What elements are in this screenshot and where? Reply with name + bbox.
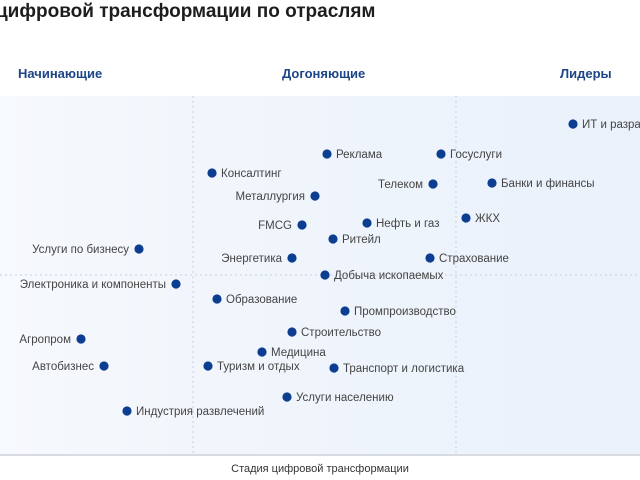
data-point: Услуги по бизнесу — [32, 244, 144, 256]
stage-header-catching-up: Догоняющие — [282, 66, 366, 81]
data-point-marker — [212, 294, 222, 304]
data-point-marker — [568, 119, 578, 129]
data-point-marker — [257, 347, 267, 357]
data-point-label: Металлургия — [235, 191, 305, 203]
data-point: FMCG — [258, 220, 307, 232]
data-point: Услуги населению — [282, 392, 394, 404]
data-point-label: Реклама — [336, 149, 383, 161]
data-point-marker — [329, 363, 339, 373]
data-point: Нефть и газ — [362, 218, 439, 230]
chart-title: цифровой трансформации по отраслям — [0, 1, 376, 22]
data-point-marker — [340, 306, 350, 316]
data-point: Туризм и отдых — [203, 361, 300, 373]
data-point-label: Консалтинг — [221, 168, 282, 180]
data-point: Промпроизводство — [340, 306, 456, 318]
data-point: Банки и финансы — [487, 178, 595, 190]
data-point-label: Агропром — [19, 334, 71, 346]
stage-header-leaders: Лидеры — [560, 66, 612, 81]
data-point-label: Индустрия развлечений — [136, 406, 264, 418]
data-point-marker — [297, 220, 307, 230]
data-point-marker — [328, 234, 338, 244]
data-point-label: Ритейл — [342, 234, 381, 246]
data-point: Образование — [212, 294, 297, 306]
data-point-label: Электроника и компоненты — [20, 279, 166, 291]
data-point-marker — [322, 149, 332, 159]
data-point-marker — [171, 279, 181, 289]
data-point-label: Услуги по бизнесу — [32, 244, 129, 256]
data-point: Металлургия — [235, 191, 320, 203]
data-point-label: ИТ и разработка — [582, 119, 640, 131]
data-point-marker — [76, 334, 86, 344]
data-point-label: Энергетика — [221, 253, 282, 265]
data-point: ЖКХ — [461, 213, 500, 225]
data-point-label: Услуги населению — [296, 392, 394, 404]
data-point-label: Добыча ископаемых — [334, 270, 444, 282]
data-point-marker — [425, 253, 435, 263]
data-point-marker — [436, 149, 446, 159]
data-point-marker — [310, 191, 320, 201]
data-point: Телеком — [378, 179, 438, 191]
data-point-label: Образование — [226, 294, 297, 306]
data-point: Госуслуги — [436, 149, 502, 161]
data-point-label: Банки и финансы — [501, 178, 595, 190]
data-point-label: ЖКХ — [475, 213, 500, 225]
data-point-marker — [487, 178, 497, 188]
data-point: ИТ и разработка — [568, 119, 640, 131]
data-point-label: Строительство — [301, 327, 381, 339]
data-point-marker — [122, 406, 132, 416]
data-point-marker — [287, 253, 297, 263]
data-point-marker — [99, 361, 109, 371]
data-point: Индустрия развлечений — [122, 406, 264, 418]
data-point-marker — [282, 392, 292, 402]
data-point: Страхование — [425, 253, 509, 265]
stage-header-beginners: Начинающие — [18, 66, 103, 81]
data-point-marker — [428, 179, 438, 189]
data-point-label: Транспорт и логистика — [343, 363, 465, 375]
data-point-label: Медицина — [271, 347, 326, 359]
data-point: Электроника и компоненты — [20, 279, 181, 291]
data-point: Консалтинг — [207, 168, 282, 180]
data-point: Реклама — [322, 149, 383, 161]
data-point-label: Телеком — [378, 179, 423, 191]
data-point: Энергетика — [221, 253, 297, 265]
data-point-label: FMCG — [258, 220, 292, 232]
data-point: Транспорт и логистика — [329, 363, 465, 375]
data-point: Медицина — [257, 347, 326, 359]
data-point-label: Госуслуги — [450, 149, 502, 161]
data-point-marker — [461, 213, 471, 223]
data-point-marker — [207, 168, 217, 178]
data-point-marker — [287, 327, 297, 337]
data-point-label: Промпроизводство — [354, 306, 456, 318]
data-point-label: Нефть и газ — [376, 218, 439, 230]
data-point-marker — [362, 218, 372, 228]
data-point: Ритейл — [328, 234, 381, 246]
x-axis-label: Стадия цифровой трансформации — [231, 463, 409, 475]
data-point: Строительство — [287, 327, 381, 339]
data-point-label: Туризм и отдых — [217, 361, 300, 373]
data-point: Агропром — [19, 334, 86, 346]
data-point-label: Страхование — [439, 253, 509, 265]
data-point-marker — [320, 270, 330, 280]
data-point-marker — [134, 244, 144, 254]
data-point-label: Автобизнес — [32, 361, 94, 373]
data-point: Добыча ископаемых — [320, 270, 444, 282]
data-point-marker — [203, 361, 213, 371]
data-point: Автобизнес — [32, 361, 109, 373]
